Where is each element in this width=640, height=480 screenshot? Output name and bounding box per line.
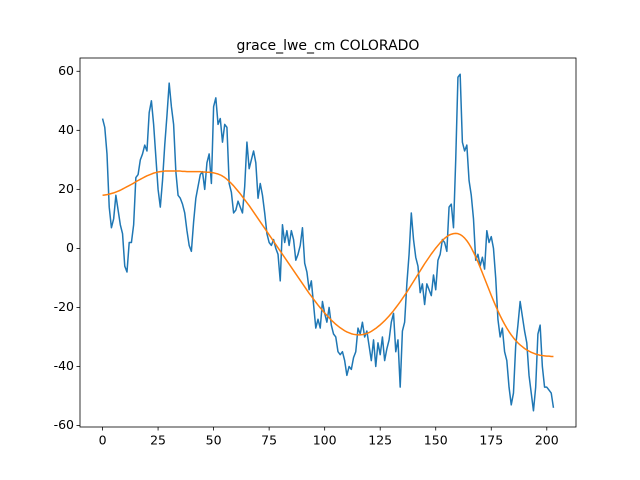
chart-title: grace_lwe_cm COLORADO	[237, 38, 420, 54]
data-line	[102, 170, 554, 358]
x-tick-label: 200	[535, 433, 559, 448]
y-tick-label: 0	[66, 240, 74, 255]
data-line	[101, 73, 555, 412]
x-tick-label: 75	[261, 433, 277, 448]
x-tick-label: 125	[368, 433, 392, 448]
y-tick-label: -60	[54, 417, 74, 432]
x-tick-label: 175	[479, 433, 503, 448]
y-tick-label: 60	[58, 63, 74, 78]
x-tick-label: 100	[313, 433, 337, 448]
plot-frame	[79, 57, 577, 428]
y-tick-label: -20	[54, 299, 74, 314]
x-tick-label: 50	[206, 433, 222, 448]
y-tick-label: 20	[58, 181, 74, 196]
x-tick-label: 25	[150, 433, 166, 448]
y-tick-label: -40	[54, 358, 74, 373]
x-tick-label: 150	[424, 433, 448, 448]
x-tick-label: 0	[99, 433, 107, 448]
y-tick-label: 40	[58, 122, 74, 137]
